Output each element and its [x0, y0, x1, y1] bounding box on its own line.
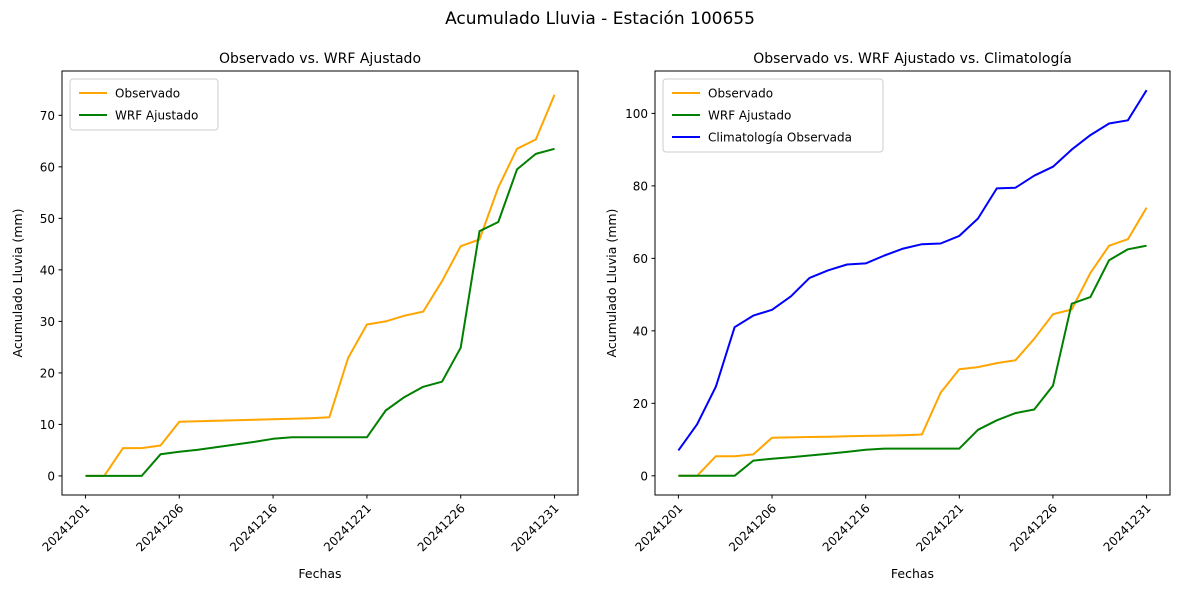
- y-tick-label: 60: [40, 160, 55, 174]
- legend: Observado WRF Ajustado: [69, 78, 219, 131]
- y-axis: 0 20 40 60 80 100: [625, 107, 655, 483]
- x-tick-label: 20241216: [820, 501, 873, 554]
- climatologia-observada-line: [677, 89, 1148, 451]
- y-tick-label: 0: [47, 469, 55, 483]
- figure-title: Acumulado Lluvia - Estación 100655: [445, 9, 755, 29]
- x-tick-label: 20241226: [1007, 501, 1060, 554]
- legend: Observado WRF Ajustado Climatología Observ…: [662, 78, 884, 153]
- wrf-ajustado-line: [85, 147, 555, 477]
- legend-item-wrf-ajustado: WRF Ajustado: [79, 109, 198, 123]
- legend-label: WRF Ajustado: [708, 109, 791, 123]
- legend-box: [662, 78, 884, 153]
- subplot-title: Observado vs. WRF Ajustado vs. Climatolo…: [753, 51, 1072, 67]
- x-axis: 20241201 20241206 20241216 20241221 20241226…: [39, 495, 562, 554]
- wrf-ajustado-line: [678, 244, 1147, 477]
- x-axis-label: Fechas: [298, 566, 341, 581]
- x-tick-label: 20241201: [39, 501, 92, 554]
- x-tick-label: 20241231: [1101, 501, 1154, 554]
- y-axis-label: Acumulado Lluvia (mm): [10, 209, 25, 358]
- legend-label: Climatología Observada: [708, 131, 852, 145]
- y-axis: 0 10 20 30 40 50 60 70: [40, 109, 62, 483]
- y-tick-label: 60: [633, 252, 648, 266]
- x-tick-label: 20241206: [133, 501, 186, 554]
- legend-item-observado: Observado: [672, 87, 773, 101]
- legend-item-observado: Observado: [79, 87, 180, 101]
- observado-line: [678, 207, 1148, 477]
- y-tick-label: 40: [40, 263, 55, 277]
- x-axis: 20241201 20241206 20241216 20241221 20241226…: [632, 495, 1154, 554]
- legend-item-wrf-ajustado: WRF Ajustado: [672, 109, 791, 123]
- y-tick-label: 80: [633, 179, 648, 193]
- y-tick-label: 20: [40, 366, 55, 380]
- x-tick-label: 20241216: [227, 501, 280, 554]
- y-axis-label: Acumulado Lluvia (mm): [604, 209, 619, 358]
- x-axis-label: Fechas: [891, 566, 934, 581]
- y-tick-label: 100: [625, 107, 648, 121]
- y-tick-label: 20: [633, 397, 648, 411]
- x-tick-label: 20241206: [726, 501, 779, 554]
- legend-item-climatologia-observada: Climatología Observada: [672, 131, 852, 145]
- x-tick-label: 20241221: [321, 501, 374, 554]
- y-tick-label: 70: [40, 109, 55, 123]
- y-tick-label: 10: [40, 418, 55, 432]
- x-tick-label: 20241221: [913, 501, 966, 554]
- legend-label: WRF Ajustado: [115, 109, 198, 123]
- subplot-title: Observado vs. WRF Ajustado: [219, 51, 421, 67]
- x-tick-label: 20241231: [509, 501, 562, 554]
- legend-box: [69, 78, 219, 131]
- legend-label: Observado: [708, 87, 773, 101]
- y-tick-label: 30: [40, 315, 55, 329]
- plot-area: [61, 70, 579, 496]
- x-tick-label: 20241201: [632, 501, 685, 554]
- y-tick-label: 0: [640, 469, 648, 483]
- y-tick-label: 40: [633, 324, 648, 338]
- x-tick-label: 20241226: [415, 501, 468, 554]
- observado-line: [85, 94, 556, 477]
- y-tick-label: 50: [40, 212, 55, 226]
- legend-label: Observado: [115, 87, 180, 101]
